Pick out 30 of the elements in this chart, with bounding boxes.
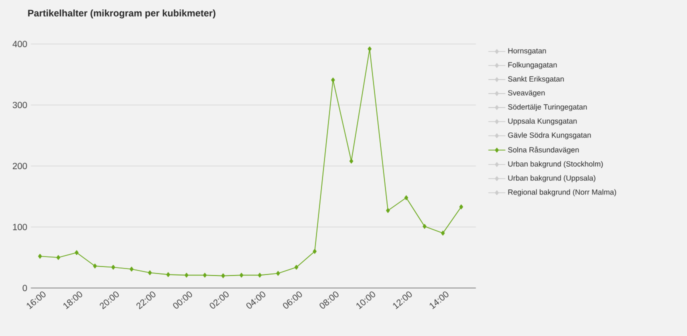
point <box>294 264 298 270</box>
point <box>111 264 116 270</box>
point <box>386 208 390 213</box>
point <box>404 195 408 200</box>
y-tick-label: 0 <box>22 284 27 292</box>
point <box>130 266 134 272</box>
point <box>240 272 244 278</box>
point <box>221 273 226 278</box>
point <box>184 272 188 278</box>
point <box>38 254 42 259</box>
point <box>459 204 464 210</box>
point <box>74 250 79 256</box>
y-tick-label: 300 <box>12 102 27 108</box>
y-tick-label: 100 <box>13 224 27 230</box>
y-tick-label: 400 <box>12 40 27 48</box>
point <box>331 78 335 82</box>
point <box>166 272 170 277</box>
point <box>202 272 207 278</box>
point <box>258 272 262 278</box>
point <box>349 158 354 164</box>
point <box>148 270 152 276</box>
chart-title: Partikelhalter (mikrogram per kubikmeter) <box>28 10 216 18</box>
point <box>56 255 60 260</box>
y-tick-label: 200 <box>12 162 27 170</box>
point <box>312 249 317 254</box>
point <box>422 224 426 229</box>
point <box>93 264 97 268</box>
point <box>368 46 372 52</box>
point <box>276 270 280 276</box>
point <box>440 230 445 236</box>
